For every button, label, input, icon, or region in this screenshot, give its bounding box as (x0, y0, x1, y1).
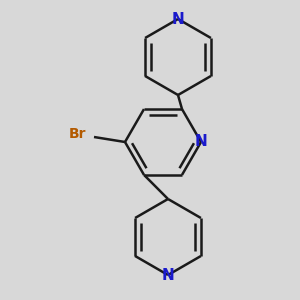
Text: N: N (162, 268, 174, 283)
Text: N: N (172, 11, 184, 26)
Text: N: N (195, 134, 207, 149)
Text: Br: Br (69, 127, 87, 141)
